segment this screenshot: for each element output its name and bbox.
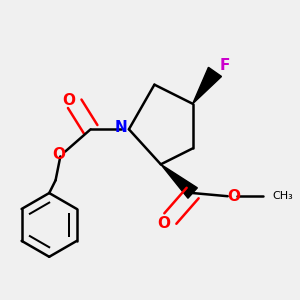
Text: O: O bbox=[62, 93, 75, 108]
Polygon shape bbox=[193, 67, 221, 104]
Text: CH₃: CH₃ bbox=[272, 191, 293, 201]
Text: O: O bbox=[228, 189, 241, 204]
Text: F: F bbox=[219, 58, 230, 73]
Text: O: O bbox=[52, 147, 65, 162]
Polygon shape bbox=[161, 164, 197, 198]
Text: N: N bbox=[115, 120, 127, 135]
Text: O: O bbox=[158, 216, 170, 231]
